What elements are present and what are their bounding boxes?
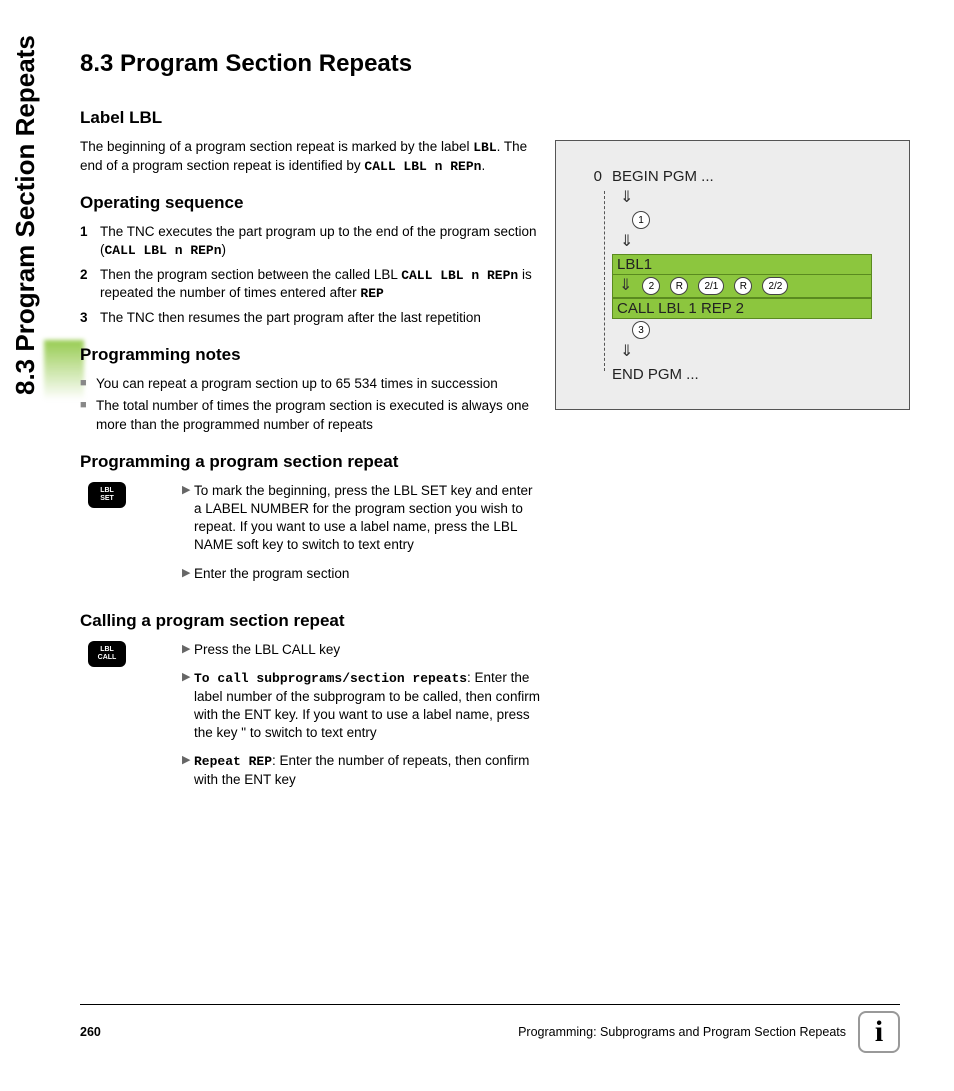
label-lbl-para: The beginning of a program section repea…: [80, 138, 540, 175]
bullet-icon: ■: [80, 375, 96, 393]
page-title: 8.3 Program Section Repeats: [80, 50, 900, 78]
list-num: 1: [80, 223, 100, 260]
chapter-title: Programming: Subprograms and Program Sec…: [518, 1025, 846, 1039]
page-footer: 260 Programming: Subprograms and Program…: [80, 1004, 900, 1053]
side-section-title: 8.3 Program Section Repeats: [10, 35, 41, 395]
notes-list: ■You can repeat a program section up to …: [80, 375, 540, 434]
call-lbl-highlight: CALL LBL 1 REP 2: [612, 298, 872, 319]
heading-programming-repeat: Programming a program section repeat: [80, 452, 540, 472]
heading-label-lbl: Label LBL: [80, 108, 540, 128]
bullet-icon: ■: [80, 397, 96, 433]
arrow-icon: ▶: [182, 641, 194, 659]
program-flow-diagram: 0 BEGIN PGM ... ⇓ 1 ⇓ LBL1 ⇓ 2 R 2/1 R 2…: [555, 140, 910, 410]
heading-programming-notes: Programming notes: [80, 345, 540, 365]
operating-sequence-list: 1 The TNC executes the part program up t…: [80, 223, 540, 327]
arrow-icon: ▶: [182, 669, 194, 742]
arrow-icon: ▶: [182, 752, 194, 789]
side-gradient: [44, 340, 84, 400]
list-num: 3: [80, 309, 100, 327]
heading-calling-repeat: Calling a program section repeat: [80, 611, 540, 631]
lbl1-highlight: LBL1: [612, 254, 872, 275]
arrow-icon: ▶: [182, 565, 194, 583]
heading-operating-sequence: Operating sequence: [80, 193, 540, 213]
page-number: 260: [80, 1025, 101, 1039]
key-lbl-set: LBL SET: [88, 482, 126, 508]
arrow-icon: ▶: [182, 482, 194, 555]
flow-badge: 1: [632, 211, 650, 229]
list-num: 2: [80, 266, 100, 303]
info-icon: i: [858, 1011, 900, 1053]
key-lbl-call: LBL CALL: [88, 641, 126, 667]
flow-badge: 3: [632, 321, 650, 339]
